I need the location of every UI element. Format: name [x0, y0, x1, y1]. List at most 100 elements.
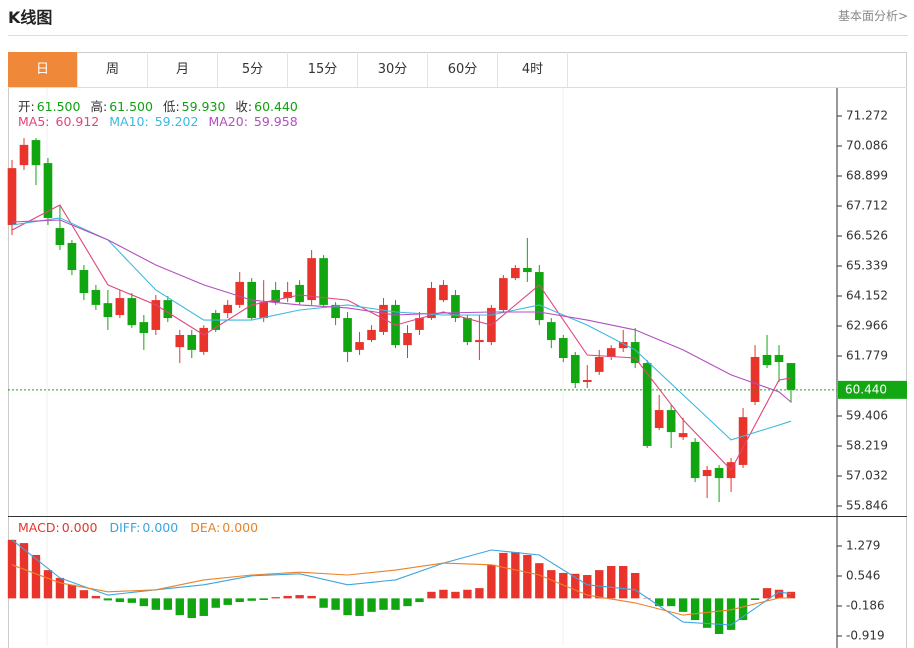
ma-legend: MA5: 60.912 MA10: 59.202 MA20: 59.958 — [18, 114, 308, 129]
ohlc-info: 开: 61.500 高: 61.500 低: 59.930 收: 60.440 — [18, 96, 308, 115]
candle-body — [654, 410, 664, 429]
macd-bar — [463, 589, 472, 599]
candle-body — [678, 433, 688, 438]
period-tab[interactable]: 日 — [8, 52, 78, 87]
macd-bar — [559, 572, 568, 599]
macd-bar — [319, 598, 328, 608]
candle-body — [187, 334, 197, 350]
candle-body — [31, 140, 41, 166]
candle-body — [427, 287, 436, 319]
legend-value: 0.000 — [142, 520, 179, 535]
y-tick-label: 68.899 — [846, 169, 888, 183]
y-tick-label: 64.152 — [846, 289, 888, 303]
summary-name: 收: — [235, 99, 253, 114]
macd-bar — [595, 570, 604, 599]
y-tick-label: 0.546 — [846, 569, 880, 583]
candle-body — [439, 284, 448, 301]
y-tick-label: 67.712 — [846, 199, 888, 213]
macd-bar — [619, 566, 628, 599]
candle-body — [475, 340, 484, 343]
macd-bar — [439, 589, 448, 599]
macd-bar — [31, 554, 41, 599]
macd-bar — [367, 598, 376, 612]
period-tab[interactable]: 30分 — [358, 52, 428, 87]
candle-body — [582, 379, 592, 383]
candle-body — [19, 144, 29, 166]
period-tabs: 日周月 5分 15分 30分 60分 4时 — [8, 52, 907, 88]
fundamentals-link[interactable]: 基本面分析> — [837, 9, 908, 23]
macd-bar — [247, 598, 256, 601]
candle-body — [558, 338, 568, 358]
candle-body — [355, 342, 364, 350]
macd-bar — [259, 598, 268, 600]
macd-bar — [547, 570, 556, 599]
period-tab[interactable]: 60分 — [428, 52, 498, 87]
candle-body — [259, 302, 268, 319]
indicator-line — [11, 204, 792, 471]
macd-bar — [355, 598, 364, 616]
summary-name: 高: — [90, 99, 108, 114]
macd-bar — [211, 598, 220, 608]
macd-bar — [331, 598, 340, 610]
candle-body — [103, 303, 113, 318]
macd-bar — [762, 588, 772, 599]
candle-body — [523, 267, 532, 273]
macd-bar — [666, 598, 676, 607]
candle-body — [606, 348, 616, 357]
y-tick-label: 55.846 — [846, 498, 888, 512]
period-tab[interactable]: 周 — [78, 52, 148, 87]
macd-bar — [151, 598, 161, 610]
indicator-line — [11, 539, 792, 626]
candle-body — [283, 292, 292, 299]
macd-bar — [475, 588, 484, 599]
macd-bar — [726, 598, 736, 630]
candle-body — [774, 354, 784, 363]
candle-body — [367, 329, 376, 341]
candle-body — [55, 228, 65, 245]
legend-name: MA20: — [208, 114, 248, 129]
candle-body — [786, 363, 796, 390]
macd-bar — [511, 552, 520, 599]
candle-body — [151, 300, 161, 330]
macd-bar — [43, 570, 53, 599]
candle-body — [79, 270, 89, 294]
macd-bar — [67, 584, 77, 599]
candle-body — [175, 334, 185, 348]
legend-name: MACD: — [18, 520, 60, 535]
candle-body — [343, 318, 352, 352]
legend-name: MA5: — [18, 114, 50, 129]
period-tab[interactable]: 月 — [148, 52, 218, 87]
candle-body — [618, 342, 628, 349]
candle-body — [223, 304, 233, 313]
macd-bar — [379, 598, 388, 610]
last-price-box — [838, 380, 907, 399]
macd-bar — [690, 598, 700, 621]
period-tab[interactable]: 5分 — [218, 52, 288, 87]
legend-value: 59.958 — [253, 114, 298, 129]
macd-bar — [91, 595, 101, 599]
candle-body — [594, 356, 604, 372]
summary-name: 低: — [162, 99, 180, 114]
macd-bar — [55, 577, 65, 599]
macd-bar — [523, 554, 532, 599]
macd-bar — [199, 598, 208, 616]
candle-body — [666, 410, 676, 433]
legend-value: 59.202 — [154, 114, 199, 129]
period-tab[interactable]: 4时 — [498, 52, 568, 87]
macd-bar — [235, 598, 244, 603]
candle-body — [511, 267, 520, 279]
header-rule — [8, 35, 908, 36]
candle-body — [570, 354, 580, 384]
candle-body — [295, 284, 304, 303]
macd-bar — [451, 591, 460, 599]
macd-bar — [391, 598, 400, 610]
macd-bar — [163, 598, 172, 610]
macd-bar — [403, 598, 412, 607]
candle-body — [319, 258, 328, 305]
y-tick-label: 1.279 — [846, 538, 880, 552]
macd-bar — [103, 598, 113, 601]
candle-body — [199, 327, 209, 352]
candle-body — [499, 278, 508, 310]
period-tab[interactable]: 15分 — [288, 52, 358, 87]
candle-body — [139, 322, 149, 333]
